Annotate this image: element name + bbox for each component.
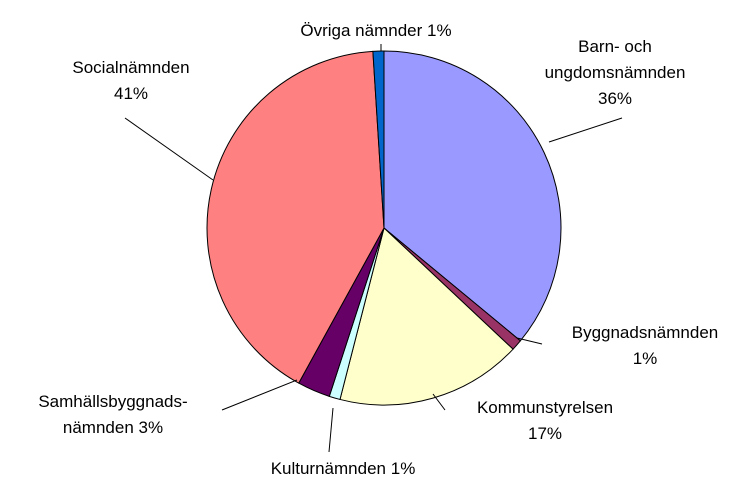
category-label: Barn- och ungdomsnämnden <box>544 37 686 82</box>
slice-label: Barn- och ungdomsnämnden 36% <box>540 34 690 112</box>
leader-line <box>124 117 214 181</box>
slice-label: Socialnämnden 41% <box>56 55 206 107</box>
leader-line <box>516 337 543 345</box>
pie-slice <box>339 227 514 406</box>
pie-slice <box>206 50 385 384</box>
pie-slice <box>383 50 562 342</box>
category-label: Samhällsbyggnads-nämnden <box>38 392 188 437</box>
leader-line <box>432 393 446 411</box>
category-label: Kulturnämnden <box>270 459 386 478</box>
value-label: 3% <box>138 418 164 437</box>
value-label: 17% <box>527 424 563 443</box>
leader-line <box>221 379 298 411</box>
value-label: 41% <box>113 84 149 103</box>
value-label: 36% <box>597 89 633 108</box>
category-label: Socialnämnden <box>72 58 190 77</box>
leader-line <box>328 407 334 453</box>
value-label: 1% <box>390 459 416 478</box>
slice-label: Kommunstyrelsen 17% <box>470 395 620 447</box>
category-label: Övriga nämnder <box>300 21 423 40</box>
value-label: 1% <box>427 21 452 40</box>
slice-label: Samhällsbyggnads-nämnden 3% <box>29 389 197 441</box>
leader-line <box>548 117 623 143</box>
pie-slice <box>372 50 385 229</box>
category-label: Kommunstyrelsen <box>476 398 614 417</box>
slice-label: Byggnadsnämnden 1% <box>570 320 720 372</box>
slice-label: Kulturnämnden 1% <box>243 456 443 479</box>
slice-label: Övriga nämnder 1% <box>266 18 486 44</box>
category-label: Byggnadsnämnden <box>571 323 719 342</box>
value-label: 1% <box>632 349 658 368</box>
